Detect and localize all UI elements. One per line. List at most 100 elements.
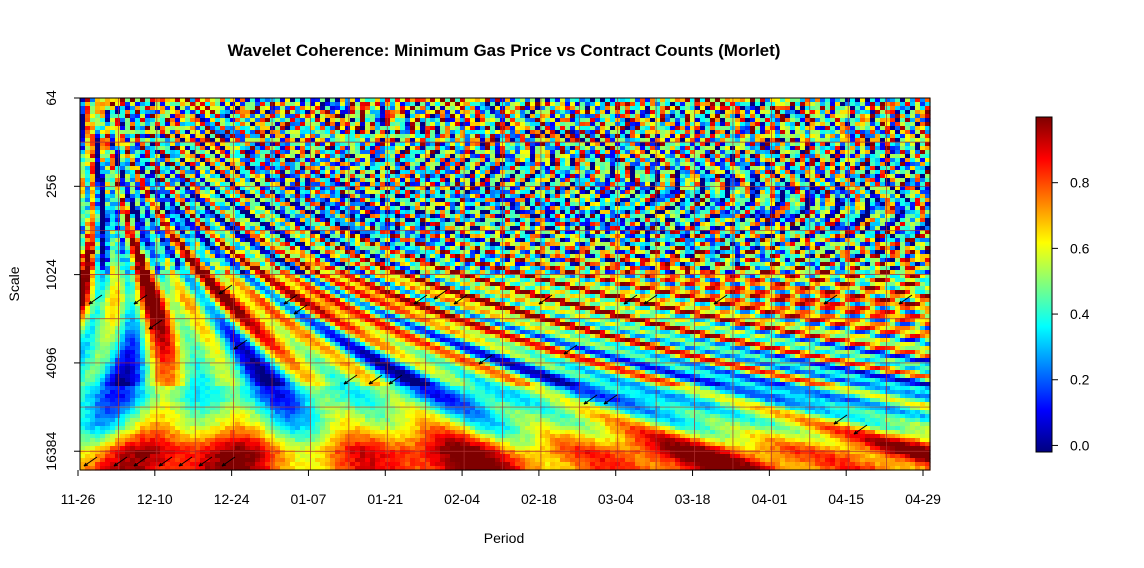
heatmap-cell — [435, 170, 441, 175]
heatmap-cell — [345, 138, 351, 143]
heatmap-cell — [655, 106, 661, 111]
heatmap-cell — [670, 102, 676, 107]
heatmap-cell — [785, 142, 791, 147]
heatmap-cell — [350, 202, 356, 207]
heatmap-cell — [770, 210, 776, 215]
heatmap-cell — [195, 138, 201, 143]
heatmap-cell — [850, 114, 856, 119]
heatmap-cell — [875, 138, 881, 143]
heatmap-cell — [605, 102, 611, 107]
heatmap-cell — [260, 158, 266, 163]
heatmap-cell — [220, 154, 226, 159]
heatmap-cell — [295, 178, 301, 183]
heatmap-cell — [530, 198, 536, 203]
heatmap-cell — [130, 166, 136, 171]
heatmap-cell — [80, 206, 86, 211]
heatmap-cell — [675, 182, 681, 187]
heatmap-cell — [310, 162, 316, 167]
heatmap-cell — [590, 110, 596, 115]
heatmap-cell — [550, 198, 556, 203]
heatmap-cell — [470, 102, 476, 107]
heatmap-cell — [760, 126, 766, 131]
heatmap-cell — [885, 114, 891, 119]
heatmap-cell — [805, 102, 811, 107]
heatmap-cell — [340, 162, 346, 167]
heatmap-cell — [845, 102, 851, 107]
heatmap-cell — [625, 130, 631, 135]
heatmap-cell — [410, 170, 416, 175]
heatmap-cell — [850, 178, 856, 183]
heatmap-cell — [760, 210, 766, 215]
heatmap-cell — [870, 118, 876, 123]
heatmap-cell — [720, 150, 726, 155]
heatmap-cell — [440, 194, 446, 199]
heatmap-cell — [580, 142, 586, 147]
heatmap-cell — [925, 194, 931, 199]
heatmap-cell — [295, 202, 301, 207]
heatmap-cell — [230, 114, 236, 119]
heatmap-cell — [460, 142, 466, 147]
heatmap-cell — [200, 134, 206, 139]
heatmap-cell — [95, 122, 101, 127]
heatmap-cell — [580, 194, 586, 199]
heatmap-cell — [790, 186, 796, 191]
heatmap-cell — [925, 142, 931, 147]
heatmap-cell — [190, 98, 196, 103]
heatmap-cell — [475, 202, 481, 207]
heatmap-cell — [825, 170, 831, 175]
heatmap-cell — [280, 126, 286, 131]
heatmap-cell — [110, 166, 116, 171]
heatmap-cell — [110, 150, 116, 155]
heatmap-cell — [315, 174, 321, 179]
heatmap-cell — [725, 178, 731, 183]
heatmap-cell — [810, 174, 816, 179]
heatmap-cell — [280, 150, 286, 155]
heatmap-cell — [440, 134, 446, 139]
heatmap-cell — [645, 198, 651, 203]
heatmap-cell — [740, 154, 746, 159]
heatmap-cell — [195, 158, 201, 163]
heatmap-cell — [895, 98, 901, 103]
heatmap-cell — [800, 194, 806, 199]
heatmap-cell — [585, 166, 591, 171]
heatmap-cell — [435, 186, 441, 191]
heatmap-cell — [855, 134, 861, 139]
heatmap-cell — [855, 122, 861, 127]
heatmap-cell — [540, 202, 546, 207]
heatmap-cell — [215, 214, 221, 219]
heatmap-cell — [420, 130, 426, 135]
heatmap-cell — [735, 190, 741, 195]
heatmap-cell — [405, 126, 411, 131]
heatmap-cell — [285, 102, 291, 107]
heatmap-cell — [875, 174, 881, 179]
heatmap-cell — [120, 206, 126, 211]
heatmap-cell — [245, 126, 251, 131]
heatmap-cell — [240, 102, 246, 107]
heatmap-cell — [900, 106, 906, 111]
heatmap-cell — [800, 122, 806, 127]
heatmap-cell — [845, 202, 851, 207]
heatmap-cell — [100, 198, 106, 203]
heatmap-cell — [110, 102, 116, 107]
heatmap-cell — [910, 102, 916, 107]
heatmap-cell — [715, 146, 721, 151]
heatmap-cell — [190, 162, 196, 167]
heatmap-cell — [820, 166, 826, 171]
heatmap-cell — [85, 114, 91, 119]
heatmap-cell — [700, 210, 706, 215]
heatmap-cell — [120, 122, 126, 127]
heatmap-cell — [285, 162, 291, 167]
heatmap-cell — [905, 210, 911, 215]
heatmap-cell — [495, 162, 501, 167]
heatmap-cell — [310, 178, 316, 183]
heatmap-cell — [360, 174, 366, 179]
heatmap-cell — [685, 106, 691, 111]
heatmap-cell — [380, 182, 386, 187]
heatmap-cell — [845, 206, 851, 211]
heatmap-cell — [205, 130, 211, 135]
heatmap-cell — [335, 190, 341, 195]
heatmap-cell — [655, 170, 661, 175]
heatmap-cell — [820, 210, 826, 215]
heatmap-cell — [275, 158, 281, 163]
heatmap-cell — [395, 194, 401, 199]
